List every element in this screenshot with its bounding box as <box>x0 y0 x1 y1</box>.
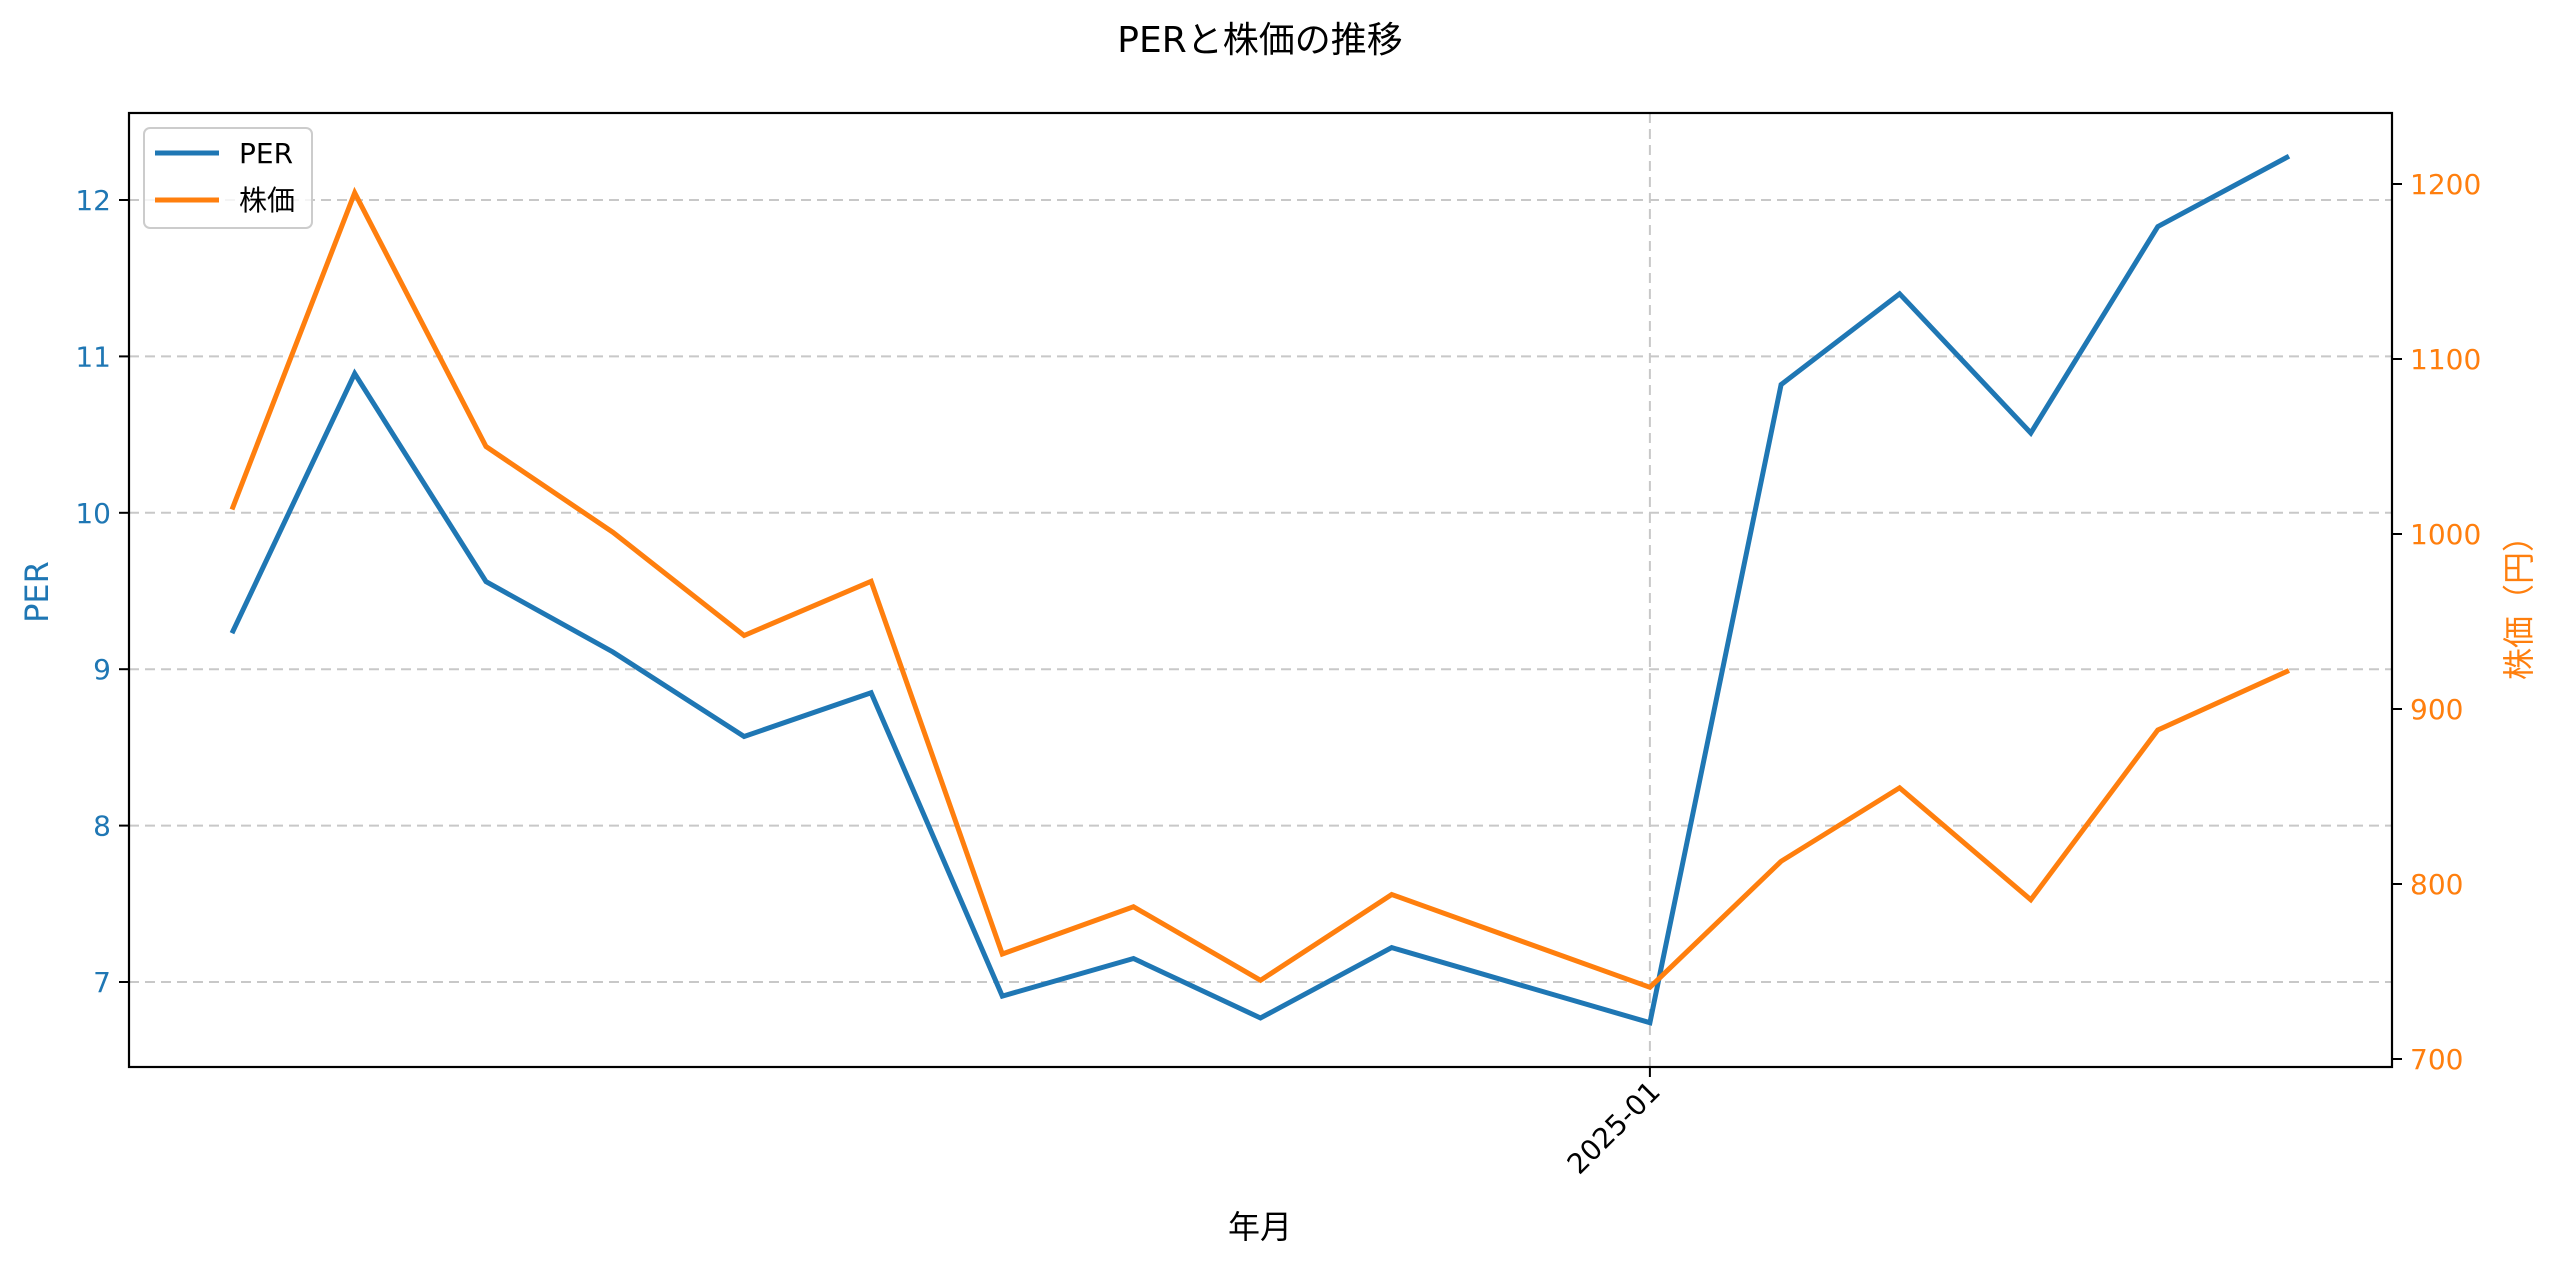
y-axis-label-right: 株価（円） <box>2500 520 2538 680</box>
plot-area <box>229 153 2291 1026</box>
legend-per-label: PER <box>239 137 293 170</box>
y-tick-label-right: 700 <box>2410 1043 2463 1076</box>
y-axis-label-left: PER <box>18 561 56 623</box>
per-line <box>229 153 2291 1026</box>
right-y-axis: 700 800 900 1000 1100 1200 <box>2392 168 2481 1076</box>
x-axis-label: 年月 <box>1228 1208 1292 1246</box>
legend-price-label: 株価 <box>239 184 295 217</box>
legend: PER 株価 <box>143 127 313 229</box>
price-line <box>229 186 2291 991</box>
left-y-axis: 7 8 9 10 11 12 <box>75 184 129 999</box>
y-tick-label-left: 8 <box>93 810 111 843</box>
y-tick-label-left: 7 <box>93 966 111 999</box>
y-tick-label-right: 1200 <box>2410 168 2481 201</box>
y-tick-label-left: 9 <box>93 653 111 686</box>
chart-title: PERと株価の推移 <box>1117 20 1402 61</box>
y-tick-label-left: 11 <box>75 340 111 373</box>
y-tick-label-right: 900 <box>2410 693 2463 726</box>
x-tick-label: 2025-01 <box>1561 1075 1667 1181</box>
y-tick-label-left: 12 <box>75 184 111 217</box>
y-tick-label-right: 1000 <box>2410 518 2481 551</box>
x-axis: 2025-01 <box>1561 1067 1667 1181</box>
y-tick-label-right: 800 <box>2410 868 2463 901</box>
plot-frame <box>127 111 2394 1069</box>
y-tick-label-right: 1100 <box>2410 343 2481 376</box>
y-tick-label-left: 10 <box>75 497 111 530</box>
gridlines <box>129 113 2392 1067</box>
